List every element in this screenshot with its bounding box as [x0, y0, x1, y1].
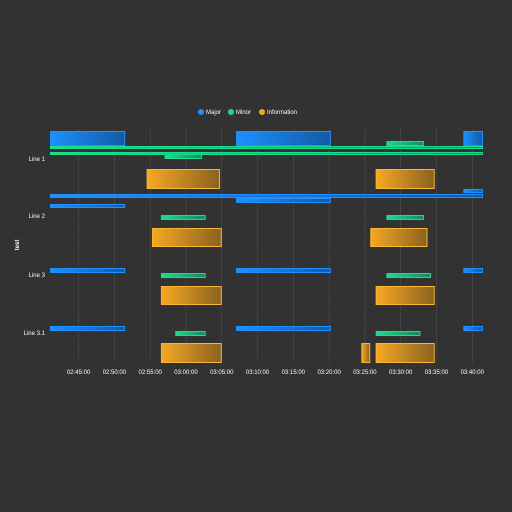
event-bar-minor[interactable] — [386, 215, 424, 220]
x-tick-label: 03:00:00 — [174, 370, 198, 376]
lane-1 — [50, 131, 483, 189]
lane-label: Line 1 — [29, 157, 46, 163]
event-bar-major[interactable] — [463, 326, 483, 331]
event-bar-minor[interactable] — [386, 273, 432, 278]
event-bar-major[interactable] — [463, 268, 483, 273]
event-bar-information[interactable] — [375, 169, 435, 189]
event-bar-major[interactable] — [50, 268, 126, 273]
event-bar-minor[interactable] — [160, 273, 206, 278]
x-tick-label: 03:40:00 — [461, 370, 485, 376]
event-bars — [50, 131, 483, 363]
x-tick-label: 02:50:00 — [103, 370, 127, 376]
legend-item-information[interactable]: Information — [259, 109, 297, 116]
x-tick-label: 02:45:00 — [67, 370, 91, 376]
lane-3 — [50, 268, 483, 305]
lane-labels: Line 1 Line 2 Line 3 Line 3.1 — [24, 157, 46, 337]
x-tick-label: 03:30:00 — [389, 370, 413, 376]
event-bar-information[interactable] — [375, 286, 435, 305]
event-bar-information[interactable] — [151, 228, 222, 247]
lane-4 — [50, 326, 483, 363]
legend-swatch — [259, 109, 265, 115]
x-tick-label: 03:35:00 — [425, 370, 449, 376]
lane-label: Line 2 — [29, 214, 46, 220]
event-bar-minor[interactable] — [386, 141, 424, 146]
legend-label: Minor — [236, 110, 251, 116]
legend-item-major[interactable]: Major — [198, 109, 221, 116]
lane-label: Line 3.1 — [24, 331, 46, 337]
x-tick-label: 03:10:00 — [246, 370, 270, 376]
event-bar-major[interactable] — [236, 326, 331, 331]
event-bar-minor[interactable] — [175, 331, 206, 336]
event-bar-major[interactable] — [236, 198, 331, 203]
event-bar-minor[interactable] — [50, 152, 483, 155]
x-tick-label: 03:15:00 — [282, 370, 306, 376]
event-bar-information[interactable] — [160, 343, 222, 363]
event-bar-information[interactable] — [361, 343, 371, 363]
legend-swatch — [198, 109, 204, 115]
lane-label: Line 3 — [29, 273, 46, 279]
event-bar-major[interactable] — [50, 194, 483, 198]
legend-label: Major — [206, 110, 221, 116]
legend-item-minor[interactable]: Minor — [228, 109, 251, 116]
x-tick-label: 03:20:00 — [317, 370, 341, 376]
legend-label: Information — [267, 110, 297, 116]
legend-swatch — [228, 109, 234, 115]
y-axis-title: test — [15, 240, 21, 251]
lane-2 — [50, 189, 483, 247]
event-bar-major[interactable] — [463, 131, 483, 146]
event-bar-minor[interactable] — [160, 215, 206, 220]
x-tick-label: 03:05:00 — [210, 370, 234, 376]
legend: Major Minor Information — [198, 109, 297, 116]
event-bar-major[interactable] — [50, 326, 126, 331]
event-bar-major[interactable] — [50, 204, 126, 208]
event-bar-information[interactable] — [146, 169, 220, 189]
event-bar-information[interactable] — [160, 286, 222, 305]
x-tick-label: 02:55:00 — [139, 370, 163, 376]
event-bar-minor[interactable] — [375, 331, 421, 336]
event-bar-minor[interactable] — [50, 146, 483, 149]
event-bar-major[interactable] — [463, 189, 483, 193]
event-bar-major[interactable] — [50, 131, 126, 146]
x-tick-label: 03:25:00 — [353, 370, 377, 376]
event-bar-major[interactable] — [236, 268, 331, 273]
event-bar-information[interactable] — [375, 343, 435, 363]
event-bar-major[interactable] — [236, 131, 331, 146]
x-axis-ticks: 02:45:00 02:50:00 02:55:00 03:00:00 03:05:00… — [67, 370, 485, 376]
event-bar-information[interactable] — [370, 228, 428, 247]
event-bar-minor[interactable] — [164, 154, 203, 159]
